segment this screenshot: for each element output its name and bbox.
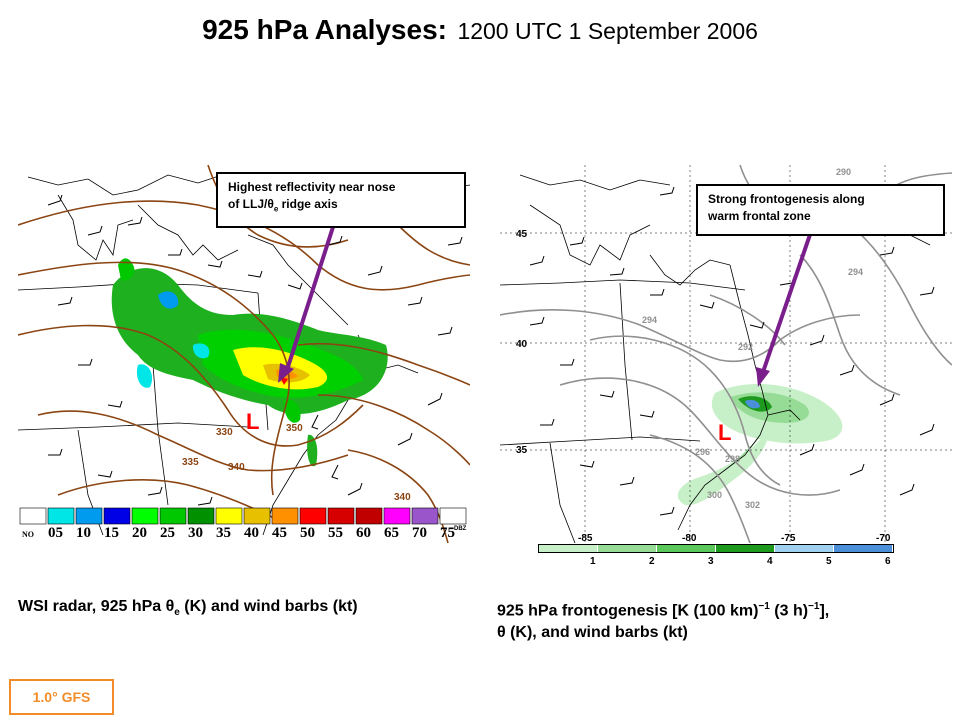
latitude-label: 35: [516, 445, 528, 456]
colorbar-label: 65: [384, 525, 399, 541]
colorbar-label: 1: [590, 556, 596, 567]
colorbar-swatch: [47, 507, 75, 525]
colorbar-label: 15: [104, 525, 119, 541]
colorbar-swatch: [439, 507, 467, 525]
theta-e-contours: [18, 165, 470, 543]
callout-line: warm frontal zone: [708, 209, 811, 223]
contour-label: 335: [182, 457, 199, 468]
callout-arrow: [756, 219, 817, 387]
colorbar-label: NO: [22, 530, 34, 539]
contour-label: 340: [394, 492, 411, 503]
colorbar-swatch: [716, 545, 775, 552]
model-tag: 1.0° GFS: [9, 679, 114, 715]
colorbar-swatch: [131, 507, 159, 525]
colorbar-label: 20: [132, 525, 147, 541]
colorbar-swatch: [411, 507, 439, 525]
colorbar-labels: NO 05 10 15 20 25 30 35 40 45 50 55 60 6…: [22, 525, 467, 541]
latitude-label: 45: [516, 229, 528, 240]
colorbar-label: 2: [649, 556, 655, 567]
colorbar-label: 75: [440, 525, 455, 541]
colorbar-swatch: [327, 507, 355, 525]
contour-label: 300: [707, 490, 722, 500]
contour-label: 290: [836, 167, 851, 177]
colorbar-label: 35: [216, 525, 231, 541]
wind-barbs: [47, 194, 463, 506]
contour-label: 330: [216, 427, 233, 438]
colorbar-swatch: [299, 507, 327, 525]
colorbar-label: 30: [188, 525, 203, 541]
title-subtitle: 1200 UTC 1 September 2006: [457, 18, 758, 44]
latitude-label: 40: [516, 339, 528, 350]
colorbar-label: 10: [76, 525, 91, 541]
colorbar-swatch: [215, 507, 243, 525]
frontogenesis-shading: [677, 383, 843, 506]
callout-line: Strong frontogenesis along: [708, 192, 865, 206]
frontogenesis-colorbar-labels: 1 2 3 4 5 6: [538, 556, 894, 570]
callout-arrow: [278, 226, 335, 383]
right-panel-caption: 925 hPa frontogenesis [K (100 km)−1 (3 h…: [497, 596, 957, 644]
colorbar-label: 45: [272, 525, 287, 541]
contour-label: 350: [286, 423, 303, 434]
longitude-label: -80: [682, 533, 697, 543]
radar-map: 330 350 335 340 340 L: [18, 165, 470, 543]
colorbar-label: 5: [826, 556, 832, 567]
colorbar-swatch: [187, 507, 215, 525]
colorbar-label: 60: [356, 525, 371, 541]
colorbar-swatch: [598, 545, 657, 552]
colorbar-label: 25: [160, 525, 175, 541]
callout-line: of LLJ/θe ridge axis: [228, 197, 338, 214]
callout-reflectivity: Highest reflectivity near nose of LLJ/θe…: [216, 172, 466, 228]
frontogenesis-colorbar-swatches: [538, 544, 894, 553]
callout-line: Highest reflectivity near nose: [228, 180, 396, 194]
colorbar-swatch: [75, 507, 103, 525]
contour-label: 302: [745, 500, 760, 510]
radar-colorbar: [19, 507, 467, 525]
colorbar-swatch: [383, 507, 411, 525]
caption-line: θ (K), and wind barbs (kt): [497, 624, 688, 642]
colorbar-swatch: [775, 545, 834, 552]
wind-barbs: [529, 186, 935, 516]
page-title: 925 hPa Analyses: 1200 UTC 1 September 2…: [0, 14, 960, 46]
colorbar-label: 05: [48, 525, 63, 541]
colorbar-swatch: [834, 545, 893, 552]
contour-label: 294: [642, 315, 657, 325]
contour-label: 292: [738, 342, 753, 352]
colorbar-label: 6: [885, 556, 891, 567]
callout-frontogenesis: Strong frontogenesis along warm frontal …: [696, 184, 945, 236]
colorbar-swatch: [539, 545, 598, 552]
contour-label: 296: [695, 447, 710, 457]
longitude-label: -85: [578, 533, 593, 543]
colorbar-swatch: [19, 507, 47, 525]
colorbar-label: 55: [328, 525, 343, 541]
colorbar-label: 4: [767, 556, 773, 567]
longitude-label: -75: [781, 533, 796, 543]
colorbar-label: 40: [244, 525, 259, 541]
caption-line: 925 hPa frontogenesis [K (100 km)−1 (3 h…: [497, 601, 830, 620]
contour-label: 298: [725, 454, 740, 464]
colorbar-swatch: [159, 507, 187, 525]
colorbar-label: 50: [300, 525, 315, 541]
colorbar-swatch: [657, 545, 716, 552]
colorbar-label: 70: [412, 525, 427, 541]
title-main: 925 hPa Analyses:: [202, 14, 447, 45]
longitude-label: -70: [876, 533, 891, 543]
radar-map-panel: 330 350 335 340 340 L: [18, 165, 470, 543]
low-pressure-symbol: L: [718, 420, 731, 445]
contour-label: 340: [228, 462, 245, 473]
colorbar-swatch: [103, 507, 131, 525]
colorbar-swatch: [355, 507, 383, 525]
contour-label: 294: [848, 267, 863, 277]
colorbar-swatch: [271, 507, 299, 525]
colorbar-unit: DBZ: [454, 526, 467, 532]
colorbar-swatch: [243, 507, 271, 525]
low-pressure-symbol: L: [246, 409, 259, 434]
left-panel-caption: WSI radar, 925 hPa θe (K) and wind barbs…: [18, 598, 358, 619]
colorbar-label: 3: [708, 556, 714, 567]
